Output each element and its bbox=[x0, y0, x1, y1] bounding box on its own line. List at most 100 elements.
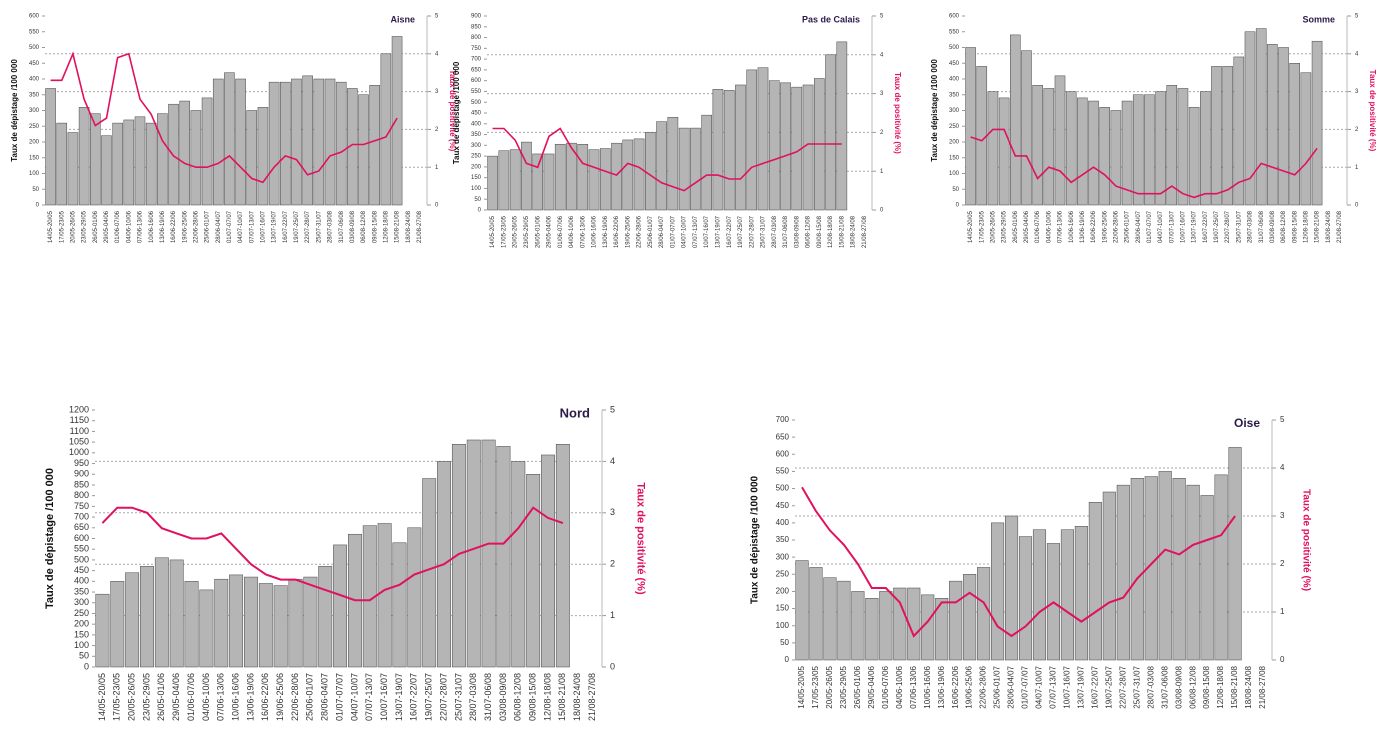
bar bbox=[190, 110, 202, 206]
y2-tick-label: 3 bbox=[1280, 511, 1285, 520]
y-tick-label: 700 bbox=[471, 57, 482, 63]
y2-tick-label: 0 bbox=[610, 661, 615, 671]
bar bbox=[451, 444, 466, 668]
x-tick-label: 25/07-31/07 bbox=[761, 215, 767, 248]
bar bbox=[496, 446, 511, 668]
y-tick-label: 400 bbox=[29, 77, 40, 83]
y2-tick-label: 5 bbox=[1280, 415, 1285, 424]
y-tick-label: 750 bbox=[471, 46, 482, 52]
bar bbox=[1186, 484, 1200, 661]
bar bbox=[407, 527, 422, 668]
bar bbox=[422, 478, 437, 668]
chart-panel: 0501001502002503003504004505005506000123… bbox=[930, 14, 1377, 243]
x-tick-label: 29/05-04/06 bbox=[171, 673, 181, 721]
bar bbox=[566, 142, 577, 211]
x-tick-label: 22/07-28/07 bbox=[1118, 665, 1127, 708]
bar bbox=[214, 578, 229, 668]
bar bbox=[1130, 478, 1144, 661]
y-axis-label: Taux de dépistage /100 000 bbox=[750, 475, 761, 604]
x-tick-label: 26/05-01/06 bbox=[535, 215, 541, 248]
x-tick-label: 29/05-04/06 bbox=[547, 215, 553, 248]
bar bbox=[1074, 526, 1088, 661]
y-tick-label: 250 bbox=[949, 124, 960, 130]
y-tick-label: 500 bbox=[949, 45, 960, 51]
bar bbox=[837, 580, 851, 661]
y-tick-label: 650 bbox=[74, 522, 89, 532]
x-tick-label: 07/07-13/07 bbox=[249, 210, 255, 243]
y-tick-label: 200 bbox=[74, 619, 89, 629]
bar bbox=[246, 110, 258, 206]
bar bbox=[303, 576, 318, 668]
x-tick-label: 20/05-26/05 bbox=[127, 673, 137, 721]
bar bbox=[1278, 47, 1289, 206]
x-tick-label: 12/08-18/08 bbox=[1303, 210, 1309, 243]
y2-axis-label: Taux de positivité (%) bbox=[448, 70, 457, 152]
x-tick-label: 12/08-18/08 bbox=[828, 215, 834, 248]
bar bbox=[392, 542, 407, 668]
x-tick-label: 23/05-29/05 bbox=[141, 673, 151, 721]
chart-panel: 0501001502002503003504004505005506006507… bbox=[750, 415, 1312, 709]
x-tick-label: 07/06-13/06 bbox=[216, 673, 226, 721]
y-tick-label: 450 bbox=[949, 61, 960, 67]
bar bbox=[907, 587, 921, 661]
bar bbox=[1121, 100, 1133, 206]
x-tick-label: 18/08-24/08 bbox=[572, 673, 582, 721]
bar bbox=[1144, 94, 1155, 206]
y-tick-label: 200 bbox=[471, 164, 482, 170]
bar bbox=[965, 47, 976, 206]
y-tick-label: 1200 bbox=[69, 404, 89, 414]
x-tick-label: 17/05-23/05 bbox=[501, 215, 507, 248]
x-tick-label: 20/05-26/05 bbox=[513, 215, 519, 248]
x-tick-label: 26/05-01/06 bbox=[93, 210, 99, 243]
x-tick-label: 22/06-28/06 bbox=[193, 210, 199, 243]
y-tick-label: 550 bbox=[29, 29, 40, 35]
x-tick-label: 06/08-12/08 bbox=[1281, 210, 1287, 243]
x-tick-label: 18/08-24/08 bbox=[406, 210, 412, 243]
x-tick-label: 16/07-22/07 bbox=[283, 210, 289, 243]
y-tick-label: 750 bbox=[74, 501, 89, 511]
x-tick-label: 19/07-25/07 bbox=[1104, 665, 1113, 708]
y-tick-label: 250 bbox=[471, 154, 482, 160]
y-tick-label: 1150 bbox=[70, 415, 89, 425]
x-tick-label: 10/07-16/07 bbox=[1063, 665, 1072, 708]
bar bbox=[335, 81, 347, 206]
bar bbox=[56, 122, 68, 206]
bar bbox=[509, 149, 521, 211]
bar bbox=[145, 122, 157, 206]
x-tick-label: 28/06-04/07 bbox=[320, 673, 330, 721]
bar bbox=[324, 78, 336, 206]
x-tick-label: 09/08-15/08 bbox=[372, 210, 378, 243]
y-tick-label: 600 bbox=[471, 78, 482, 84]
bar bbox=[532, 153, 544, 211]
bar bbox=[976, 66, 988, 206]
x-tick-label: 20/05-26/05 bbox=[991, 210, 997, 243]
bar bbox=[935, 598, 949, 661]
x-tick-label: 01/06-07/06 bbox=[1035, 210, 1041, 243]
y-tick-label: 700 bbox=[74, 511, 89, 521]
x-tick-label: 10/06-16/06 bbox=[230, 673, 240, 721]
bar bbox=[656, 121, 667, 211]
bar bbox=[157, 113, 168, 206]
bar bbox=[498, 150, 510, 211]
y2-tick-label: 2 bbox=[610, 559, 615, 569]
bar bbox=[140, 566, 154, 668]
y-tick-label: 150 bbox=[949, 155, 960, 161]
y2-tick-label: 4 bbox=[435, 51, 439, 57]
x-tick-label: 25/07-31/07 bbox=[453, 673, 463, 721]
bar bbox=[678, 127, 690, 211]
bar bbox=[1155, 91, 1166, 206]
y-tick-label: 1050 bbox=[69, 437, 89, 447]
y-tick-label: 150 bbox=[776, 604, 790, 613]
bar bbox=[112, 122, 123, 206]
bar bbox=[757, 67, 769, 211]
x-tick-label: 23/05-29/05 bbox=[839, 665, 848, 708]
x-tick-label: 22/06-28/06 bbox=[290, 673, 300, 721]
bar bbox=[258, 583, 273, 668]
x-tick-label: 09/08-15/08 bbox=[1202, 665, 1211, 708]
x-tick-label: 04/07-10/07 bbox=[238, 210, 244, 243]
bar bbox=[487, 155, 498, 211]
y2-tick-label: 1 bbox=[1355, 165, 1359, 171]
x-tick-label: 22/07-28/07 bbox=[749, 215, 755, 248]
y-tick-label: 500 bbox=[776, 484, 790, 493]
positivity-line bbox=[492, 127, 842, 192]
